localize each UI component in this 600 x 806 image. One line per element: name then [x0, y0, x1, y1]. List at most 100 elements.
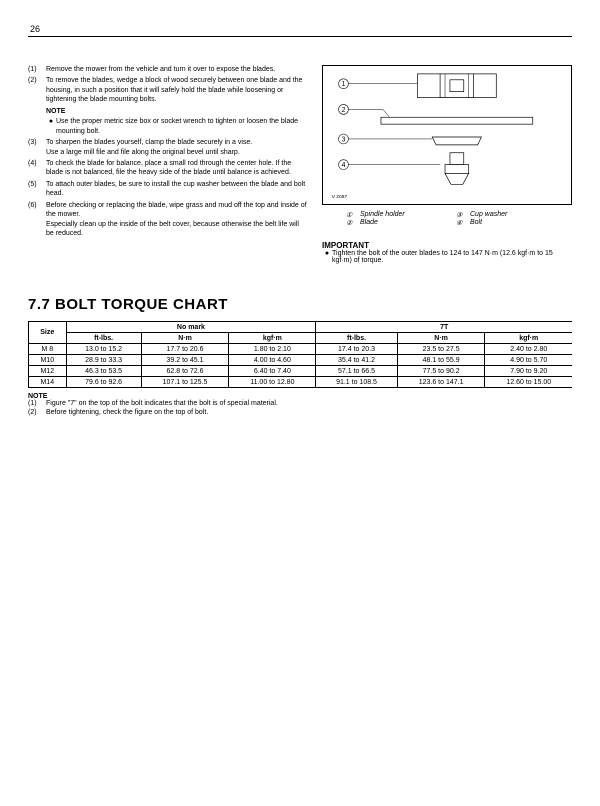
table-cell: M10 [29, 355, 67, 366]
table-cell: M 8 [29, 344, 67, 355]
table-row: M1479.6 to 92.6107.1 to 125.511.00 to 12… [29, 377, 573, 388]
diagram-ref: V 2087 [332, 194, 348, 200]
item-continuation: Especially clean up the inside of the be… [46, 220, 308, 239]
col-header: kgf·m [229, 333, 316, 344]
bolt-torque-table: Size No mark 7T ft-lbs. N·m kgf·m ft-lbs… [28, 321, 572, 388]
note-number: (2) [28, 409, 46, 416]
page-number: 26 [28, 24, 572, 37]
table-cell: 57.1 to 66.5 [316, 366, 397, 377]
section-title: 7.7 BOLT TORQUE CHART [28, 296, 572, 313]
instruction-item: (3) To sharpen the blades yourself, clam… [28, 138, 308, 157]
table-cell: M12 [29, 366, 67, 377]
instructions-column: (1) Remove the mower from the vehicle an… [28, 65, 308, 264]
table-row: M 813.0 to 15.217.7 to 20.61.80 to 2.101… [29, 344, 573, 355]
item-text: To attach outer blades, be sure to insta… [46, 180, 308, 199]
group-no-mark: No mark [66, 322, 316, 333]
legend-text: Blade [360, 219, 378, 227]
instruction-item: (5) To attach outer blades, be sure to i… [28, 180, 308, 199]
table-cell: 48.1 to 55.9 [397, 355, 485, 366]
bullet-icon: ● [46, 117, 56, 136]
table-cell: 77.5 to 90.2 [397, 366, 485, 377]
legend-num: ① [346, 211, 360, 219]
svg-text:3: 3 [342, 136, 346, 143]
table-group-header-row: Size No mark 7T [29, 322, 573, 333]
instruction-item: (2) To remove the blades, wedge a block … [28, 76, 308, 136]
note-text: Figure "7" on the top of the bolt indica… [46, 400, 308, 407]
note-heading: NOTE [46, 107, 308, 116]
note-bullet-text: Use the proper metric size box or socket… [56, 117, 308, 136]
table-row: M1028.9 to 33.339.2 to 45.14.00 to 4.603… [29, 355, 573, 366]
instruction-item: (6) Before checking or replacing the bla… [28, 201, 308, 239]
svg-text:2: 2 [342, 107, 346, 114]
item-text: To remove the blades, wedge a block of w… [46, 76, 308, 136]
item-number: (1) [28, 65, 46, 74]
table-cell: 11.00 to 12.80 [229, 377, 316, 388]
note-bullet: ● Use the proper metric size box or sock… [46, 117, 308, 136]
table-cell: 39.2 to 45.1 [141, 355, 229, 366]
item-text-span: Before checking or replacing the blade, … [46, 202, 307, 218]
table-cell: 2.40 to 2.80 [485, 344, 572, 355]
legend-num: ② [346, 219, 360, 227]
item-text: Remove the mower from the vehicle and tu… [46, 65, 308, 74]
table-cell: 1.80 to 2.10 [229, 344, 316, 355]
note-number: (1) [28, 400, 46, 407]
col-header: kgf·m [485, 333, 572, 344]
legend-text: Bolt [470, 219, 482, 227]
table-sub-header-row: ft-lbs. N·m kgf·m ft-lbs. N·m kgf·m [29, 333, 573, 344]
col-header: ft-lbs. [316, 333, 397, 344]
important-bullet: ● Tighten the bolt of the outer blades t… [322, 250, 572, 264]
item-text: To sharpen the blades yourself, clamp th… [46, 138, 308, 157]
table-row: M1246.3 to 53.562.8 to 72.66.40 to 7.405… [29, 366, 573, 377]
item-text: To check the blade for balance, place a … [46, 159, 308, 178]
two-col-layout: (1) Remove the mower from the vehicle an… [28, 65, 572, 264]
table-cell: 7.90 to 9.20 [485, 366, 572, 377]
table-note: (1) Figure "7" on the top of the bolt in… [28, 400, 308, 416]
page: 26 (1) Remove the mower from the vehicle… [0, 0, 600, 806]
item-text-span: To sharpen the blades yourself, clamp th… [46, 139, 252, 146]
legend-text: Spindle holder [360, 211, 405, 219]
legend-num: ④ [456, 219, 470, 227]
table-cell: 28.9 to 33.3 [66, 355, 141, 366]
col-size: Size [29, 322, 67, 344]
table-cell: 46.3 to 53.5 [66, 366, 141, 377]
table-cell: 12.60 to 15.00 [485, 377, 572, 388]
important-heading: IMPORTANT [322, 241, 572, 250]
item-number: (2) [28, 76, 46, 136]
instruction-item: (1) Remove the mower from the vehicle an… [28, 65, 308, 74]
svg-text:4: 4 [342, 162, 346, 169]
col-header: N·m [397, 333, 485, 344]
bullet-icon: ● [322, 250, 332, 264]
col-header: N·m [141, 333, 229, 344]
instruction-item: (4) To check the blade for balance, plac… [28, 159, 308, 178]
table-cell: 123.6 to 147.1 [397, 377, 485, 388]
diagram-legend: ①Spindle holder ③Cup washer ②Blade ④Bolt [322, 211, 572, 227]
important-text: Tighten the bolt of the outer blades to … [332, 250, 572, 264]
item-text-span: To remove the blades, wedge a block of w… [46, 77, 302, 103]
exploded-diagram: 1 2 3 4 [322, 65, 572, 205]
legend-num: ③ [456, 211, 470, 219]
table-cell: 17.7 to 20.6 [141, 344, 229, 355]
item-text: Before checking or replacing the blade, … [46, 201, 308, 239]
table-cell: 17.4 to 20.3 [316, 344, 397, 355]
table-cell: 107.1 to 125.5 [141, 377, 229, 388]
table-cell: 13.0 to 15.2 [66, 344, 141, 355]
table-cell: 91.1 to 108.5 [316, 377, 397, 388]
table-cell: 62.8 to 72.6 [141, 366, 229, 377]
table-cell: 79.6 to 92.6 [66, 377, 141, 388]
diagram-column: 1 2 3 4 [322, 65, 572, 264]
table-cell: M14 [29, 377, 67, 388]
item-continuation: Use a large mill file and file along the… [46, 148, 308, 157]
table-cell: 6.40 to 7.40 [229, 366, 316, 377]
table-cell: 35.4 to 41.2 [316, 355, 397, 366]
item-number: (6) [28, 201, 46, 239]
svg-text:1: 1 [342, 81, 346, 88]
item-number: (4) [28, 159, 46, 178]
table-cell: 4.00 to 4.60 [229, 355, 316, 366]
item-number: (5) [28, 180, 46, 199]
table-cell: 23.5 to 27.5 [397, 344, 485, 355]
table-cell: 4.90 to 5.70 [485, 355, 572, 366]
legend-text: Cup washer [470, 211, 507, 219]
table-note-heading: NOTE [28, 393, 572, 400]
item-number: (3) [28, 138, 46, 157]
diagram-svg: 1 2 3 4 [323, 66, 571, 204]
